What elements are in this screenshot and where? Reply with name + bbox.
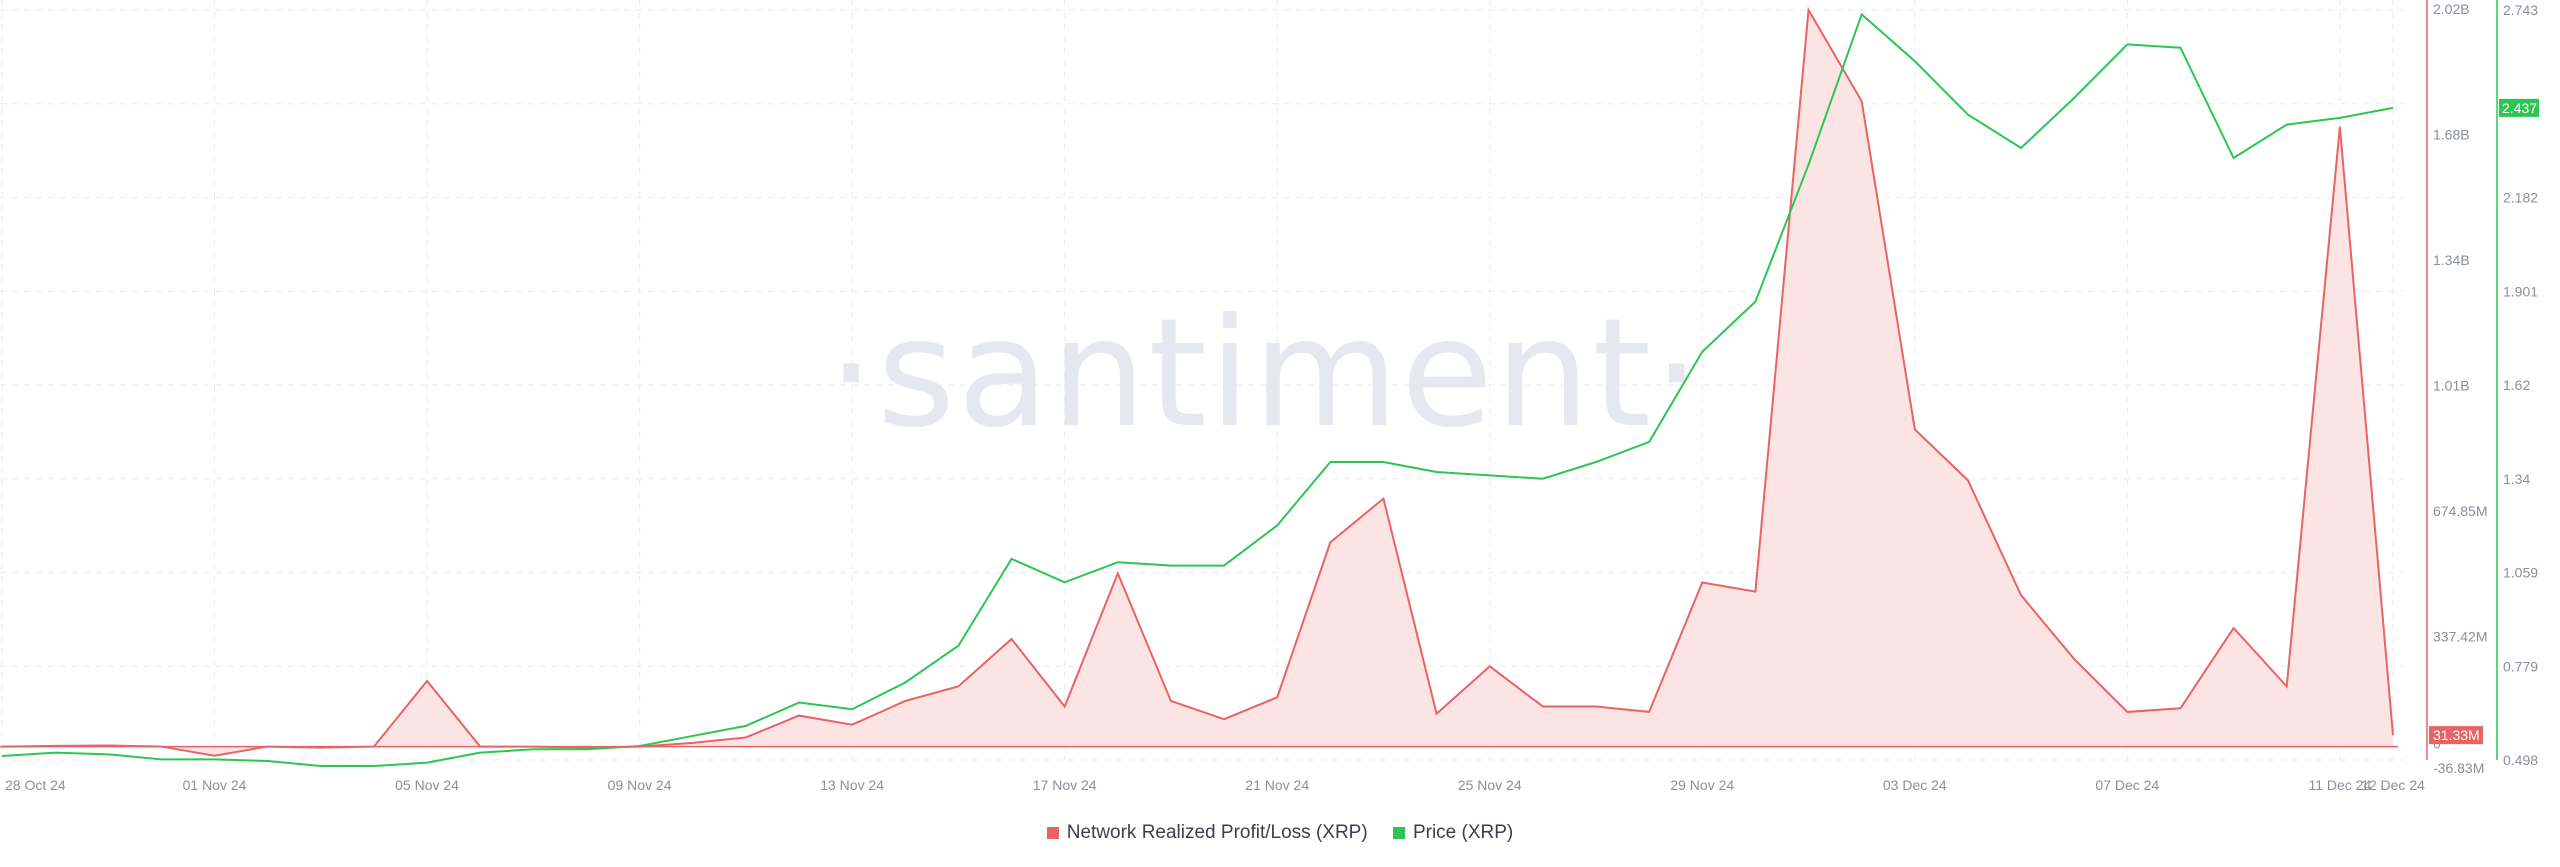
profit-loss-swatch <box>1046 827 1059 839</box>
right-y-tick: 0.498 <box>2503 752 2538 768</box>
legend-item-profit-loss[interactable]: Network Realized Profit/Loss (XRP) <box>1046 822 1368 844</box>
legend-label-profit-loss: Network Realized Profit/Loss (XRP) <box>1066 822 1368 843</box>
x-tick: 17 Nov 24 <box>1033 777 1097 793</box>
left-y-tick: 674.85M <box>2433 503 2487 519</box>
right-y-axis-ticks: 2.7432.4622.1821.9011.621.341.0590.7790.… <box>2503 2 2538 768</box>
current-value-badges: 31.33M 2.437 <box>2429 98 2539 745</box>
right-y-tick: 1.62 <box>2503 377 2530 393</box>
price-value-badge-text: 2.437 <box>2502 100 2537 116</box>
x-tick: 28 Oct 24 <box>5 777 66 793</box>
left-y-tick: -36.83M <box>2433 760 2484 776</box>
legend-item-price[interactable]: Price (XRP) <box>1392 822 1514 844</box>
x-tick: 12 Dec 24 <box>2361 777 2425 793</box>
price-swatch <box>1392 827 1405 839</box>
x-tick: 05 Nov 24 <box>395 777 459 793</box>
right-y-tick: 0.779 <box>2503 658 2538 674</box>
left-y-tick: 1.01B <box>2433 378 2470 394</box>
x-tick: 21 Nov 24 <box>1245 777 1309 793</box>
legend-label-price: Price (XRP) <box>1412 822 1514 843</box>
grid-lines <box>0 0 2403 761</box>
price-value-badge <box>2499 98 2539 117</box>
x-tick: 07 Dec 24 <box>2095 777 2159 793</box>
right-y-tick: 2.743 <box>2503 2 2538 18</box>
right-y-tick: 1.059 <box>2503 565 2538 581</box>
x-tick: 29 Nov 24 <box>1670 777 1734 793</box>
left-y-tick: 1.34B <box>2433 252 2470 268</box>
right-y-tick: 1.34 <box>2503 471 2530 487</box>
profit-loss-value-badge-text: 31.33M <box>2433 727 2480 743</box>
chart-legend: Network Realized Profit/Loss (XRP) Price… <box>0 822 2560 845</box>
x-tick: 09 Nov 24 <box>608 777 672 793</box>
left-y-tick: 2.02B <box>2433 1 2470 17</box>
x-axis-ticks: 28 Oct 24 01 Nov 24 05 Nov 24 09 Nov 24 13 N… <box>5 777 2425 793</box>
left-y-axis-ticks: 2.02B1.68B1.34B1.01B674.85M337.42M0-36.8… <box>2433 1 2487 776</box>
profit-loss-value-badge <box>2429 726 2483 745</box>
x-tick: 25 Nov 24 <box>1458 777 1522 793</box>
x-tick: 03 Dec 24 <box>1883 777 1947 793</box>
x-tick: 11 Dec 24 <box>2308 777 2371 793</box>
axis-lines <box>0 0 2498 760</box>
x-tick: 01 Nov 24 <box>183 777 247 793</box>
right-y-tick: 1.901 <box>2503 283 2538 299</box>
left-y-tick: 337.42M <box>2433 629 2487 645</box>
price-line[interactable] <box>1 12 2394 768</box>
santiment-watermark: ·santiment· <box>827 287 1702 461</box>
left-y-tick: 1.68B <box>2433 127 2470 143</box>
right-y-tick: 2.182 <box>2503 190 2538 206</box>
profit-loss-line[interactable] <box>1 6 2394 757</box>
x-tick: 13 Nov 24 <box>820 777 884 793</box>
